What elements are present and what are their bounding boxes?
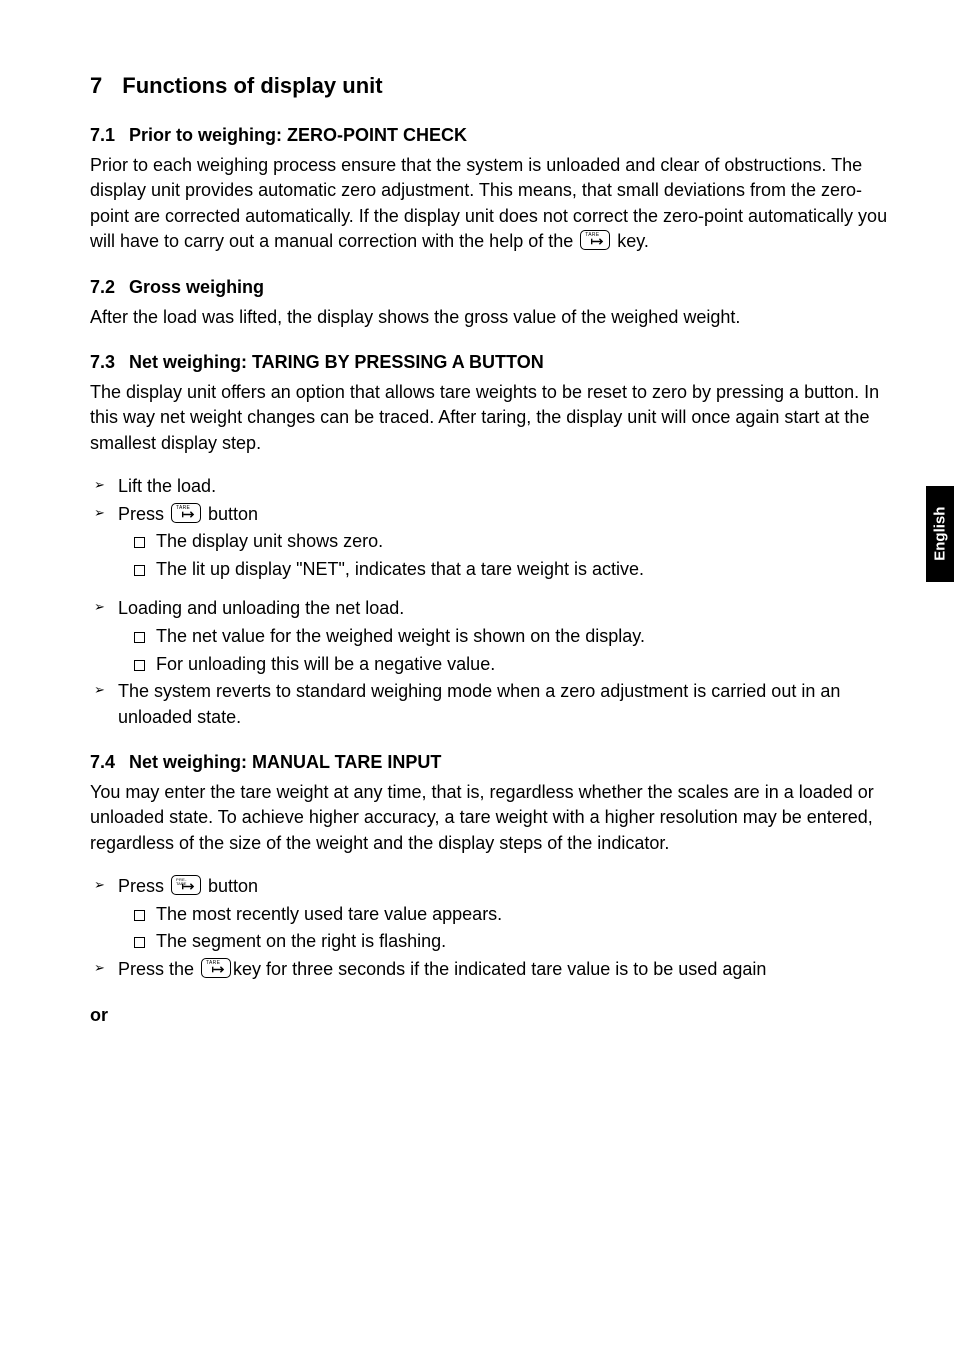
list-item: Press button The most recently used tare…	[90, 874, 894, 955]
section-7-3-heading: 7.3 Net weighing: TARING BY PRESSING A BU…	[90, 350, 894, 376]
section-7-3: 7.3 Net weighing: TARING BY PRESSING A BU…	[90, 350, 894, 730]
section-7-1-body: Prior to each weighing process ensure th…	[90, 153, 894, 255]
footer-or: or	[90, 1003, 894, 1029]
section-7-3-title: Net weighing: TARING BY PRESSING A BUTTO…	[129, 352, 544, 372]
section-7-3-number: 7.3	[90, 350, 115, 376]
section-7-1: 7.1 Prior to weighing: ZERO-POINT CHECK P…	[90, 123, 894, 255]
list-item: The net value for the weighed weight is …	[132, 624, 894, 650]
tare-key-icon	[201, 958, 231, 978]
section-7-1-heading: 7.1 Prior to weighing: ZERO-POINT CHECK	[90, 123, 894, 149]
section-7-4-body: You may enter the tare weight at any tim…	[90, 780, 894, 857]
pretare-key-icon	[171, 875, 201, 895]
language-tab-label: English	[929, 507, 950, 561]
language-tab: English	[926, 486, 954, 582]
heading-number: 7	[90, 70, 102, 101]
list-item: For unloading this will be a negative va…	[132, 652, 894, 678]
sub-list: The display unit shows zero. The lit up …	[118, 529, 894, 582]
section-7-2: 7.2 Gross weighing After the load was lif…	[90, 275, 894, 330]
section-7-4-number: 7.4	[90, 750, 115, 776]
sub-list: The net value for the weighed weight is …	[118, 624, 894, 677]
page-heading: 7 Functions of display unit	[90, 70, 894, 101]
section-7-4-title: Net weighing: MANUAL TARE INPUT	[129, 752, 441, 772]
section-7-3-list-b: Loading and unloading the net load. The …	[90, 596, 894, 730]
section-7-2-number: 7.2	[90, 275, 115, 301]
list-item: The display unit shows zero.	[132, 529, 894, 555]
section-7-2-heading: 7.2 Gross weighing	[90, 275, 894, 301]
tare-key-icon	[580, 230, 610, 250]
section-7-2-body: After the load was lifted, the display s…	[90, 305, 894, 331]
section-7-4-heading: 7.4 Net weighing: MANUAL TARE INPUT	[90, 750, 894, 776]
list-item: The segment on the right is flashing.	[132, 929, 894, 955]
list-item: The system reverts to standard weighing …	[90, 679, 894, 730]
list-item: The lit up display "NET", indicates that…	[132, 557, 894, 583]
list-item: Press the key for three seconds if the i…	[90, 957, 894, 983]
section-7-2-title: Gross weighing	[129, 277, 264, 297]
list-item: Press button The display unit shows zero…	[90, 502, 894, 583]
section-7-3-body: The display unit offers an option that a…	[90, 380, 894, 457]
section-7-1-title: Prior to weighing: ZERO-POINT CHECK	[129, 125, 467, 145]
list-item: The most recently used tare value appear…	[132, 902, 894, 928]
list-item: Lift the load.	[90, 474, 894, 500]
section-7-3-list-a: Lift the load. Press button The display …	[90, 474, 894, 582]
sub-list: The most recently used tare value appear…	[118, 902, 894, 955]
section-7-4-list: Press button The most recently used tare…	[90, 874, 894, 982]
section-7-1-number: 7.1	[90, 123, 115, 149]
tare-key-icon	[171, 503, 201, 523]
heading-title: Functions of display unit	[122, 73, 382, 98]
section-7-4: 7.4 Net weighing: MANUAL TARE INPUT You m…	[90, 750, 894, 982]
list-item: Loading and unloading the net load. The …	[90, 596, 894, 677]
